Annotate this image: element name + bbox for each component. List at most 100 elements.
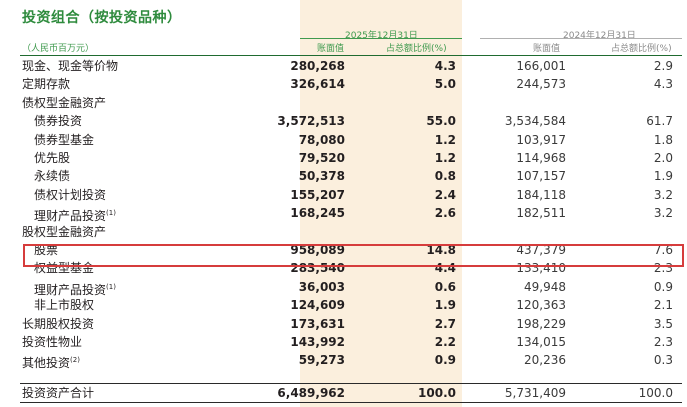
row-label-text: 非上市股权 (34, 298, 95, 312)
value-2024: 114,968 (516, 151, 566, 165)
row-label: 理财产品投资(1) (34, 278, 116, 299)
table-row: 投资性物业 143,992 2.2 134,015 2.3 (0, 333, 687, 351)
row-label: 债权型金融资产 (22, 94, 106, 112)
table-row: 理财产品投资(1) 36,003 0.6 49,948 0.9 (0, 278, 687, 299)
table-row: 长期股权投资 173,631 2.7 198,229 3.5 (0, 315, 687, 333)
table-row: 非上市股权 124,609 1.9 120,363 2.1 (0, 296, 687, 314)
row-label-text: 长期股权投资 (22, 317, 95, 331)
row-label-text: 股票 (34, 243, 59, 257)
header-percentage-2024: 占总额比例(%) (611, 44, 672, 54)
value-2024: 107,157 (516, 169, 566, 183)
row-label-text: 优先股 (34, 151, 71, 165)
row-label-text: 债权计划投资 (34, 188, 107, 202)
percentage-2025: 5.0 (434, 77, 456, 91)
percentage-2024: 3.5 (653, 317, 673, 331)
row-label: 权益型基金 (34, 259, 94, 277)
table-row: 优先股 79,520 1.2 114,968 2.0 (0, 149, 687, 167)
row-label-text: 股权型金融资产 (22, 225, 107, 239)
table-row: 债权型金融资产 (0, 94, 687, 112)
value-2024: 198,229 (516, 317, 566, 331)
row-label: 债券型基金 (34, 131, 94, 149)
percentage-2024: 0.3 (653, 353, 673, 367)
table-row: 其他投资(2) 59,273 0.9 20,236 0.3 (0, 351, 687, 372)
value-2025: 124,609 (290, 298, 345, 312)
percentage-2024: 2.1 (653, 298, 673, 312)
table-row: 现金、现金等价物 280,268 4.3 166,001 2.9 (0, 57, 687, 75)
value-2024: 20,236 (524, 353, 566, 367)
row-label: 股权型金融资产 (22, 223, 106, 241)
table-row: 永续债 50,378 0.8 107,157 1.9 (0, 167, 687, 185)
percentage-2025: 2.7 (434, 317, 456, 331)
row-label-text: 现金、现金等价物 (22, 59, 119, 73)
row-label: 长期股权投资 (22, 315, 94, 333)
row-label-text: 定期存款 (22, 77, 71, 91)
value-2025: 958,089 (290, 243, 345, 257)
value-2024: 166,001 (516, 59, 566, 73)
row-label: 股票 (34, 241, 58, 259)
percentage-2024: 2.3 (653, 261, 673, 275)
row-label: 其他投资(2) (22, 351, 80, 372)
table-top-rule (20, 55, 682, 56)
row-label-text: 权益型基金 (34, 261, 95, 275)
value-2025: 326,614 (290, 77, 345, 91)
row-label: 理财产品投资(1) (34, 204, 116, 225)
header-period-2024: 2024年12月31日 (563, 31, 636, 41)
row-label-text: 债权型金融资产 (22, 96, 107, 110)
header-carrying-value-2024: 账面值 (533, 44, 561, 54)
percentage-2025: 4.4 (434, 261, 456, 275)
percentage-2025: 100.0 (418, 386, 456, 400)
table-row: 理财产品投资(1) 168,245 2.6 182,511 3.2 (0, 204, 687, 225)
footnote-marker: (2) (70, 356, 80, 364)
table-row: 债券投资 3,572,513 55.0 3,534,584 61.7 (0, 112, 687, 130)
percentage-2025: 2.2 (434, 335, 456, 349)
percentage-2024: 1.8 (653, 133, 673, 147)
value-2025: 59,273 (298, 353, 345, 367)
table-row: 投资资产合计 6,489,962 100.0 5,731,409 100.0 (0, 384, 687, 402)
header-period-2025: 2025年12月31日 (345, 31, 418, 41)
row-label: 债权计划投资 (34, 186, 106, 204)
value-2025: 6,489,962 (277, 386, 345, 400)
value-2025: 50,378 (298, 169, 345, 183)
row-label-text: 投资性物业 (22, 335, 83, 349)
value-2025: 155,207 (290, 188, 345, 202)
row-label-text: 投资资产合计 (22, 386, 95, 400)
percentage-2024: 4.3 (653, 77, 673, 91)
percentage-2025: 2.4 (434, 188, 456, 202)
page-title: 投资组合（按投资品种） (22, 10, 182, 26)
percentage-2024: 100.0 (638, 386, 673, 400)
footnote-marker: (1) (106, 283, 116, 291)
value-2024: 5,731,409 (504, 386, 566, 400)
value-2024: 120,363 (516, 298, 566, 312)
table-row: 债权计划投资 155,207 2.4 184,118 3.2 (0, 186, 687, 204)
percentage-2025: 0.9 (434, 353, 456, 367)
row-label-text: 其他投资 (22, 356, 71, 370)
percentage-2025: 2.6 (434, 206, 456, 220)
value-2024: 103,917 (516, 133, 566, 147)
header-percentage-2025: 占总额比例(%) (386, 44, 447, 54)
current-period-band (300, 0, 462, 407)
percentage-2025: 55.0 (426, 114, 456, 128)
total-top-rule (20, 383, 682, 384)
percentage-2024: 3.2 (653, 206, 673, 220)
row-label: 非上市股权 (34, 296, 94, 314)
value-2024: 244,573 (516, 77, 566, 91)
value-2025: 280,268 (290, 59, 345, 73)
row-label-text: 理财产品投资 (34, 209, 107, 223)
row-label: 优先股 (34, 149, 70, 167)
value-2024: 182,511 (516, 206, 566, 220)
table-row: 定期存款 326,614 5.0 244,573 4.3 (0, 75, 687, 93)
value-2024: 133,410 (516, 261, 566, 275)
percentage-2025: 1.2 (434, 133, 456, 147)
value-2025: 79,520 (298, 151, 345, 165)
value-2024: 184,118 (516, 188, 566, 202)
row-label: 定期存款 (22, 75, 70, 93)
total-bottom-rule (20, 402, 682, 403)
row-label: 现金、现金等价物 (22, 57, 118, 75)
value-2025: 168,245 (290, 206, 345, 220)
row-label: 债券投资 (34, 112, 82, 130)
footnote-marker: (1) (106, 209, 116, 217)
row-label-text: 理财产品投资 (34, 283, 107, 297)
percentage-2025: 0.6 (434, 280, 456, 294)
percentage-2024: 0.9 (653, 280, 673, 294)
period-underline-2024 (480, 38, 682, 39)
